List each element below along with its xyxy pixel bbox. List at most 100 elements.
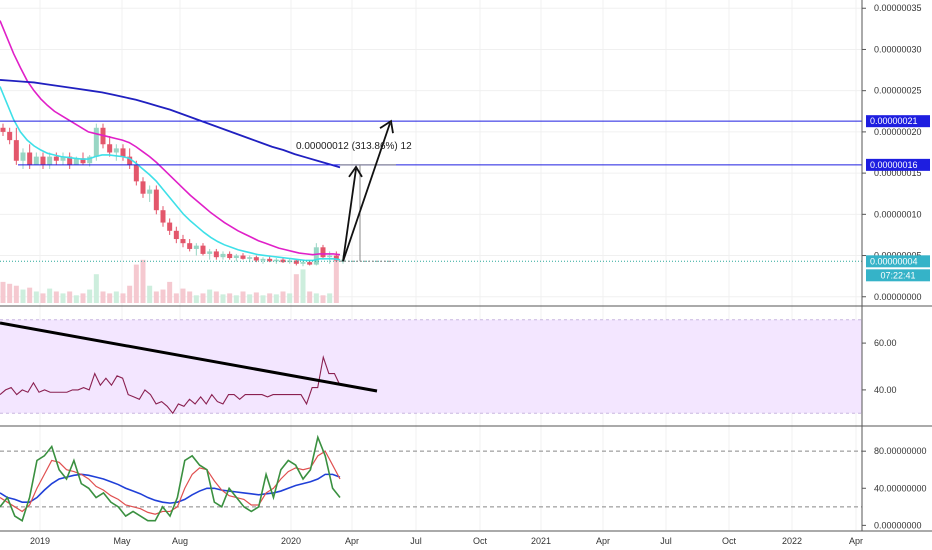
volume-bar [273, 294, 279, 303]
candle-body [173, 230, 179, 240]
candle-body [93, 127, 99, 157]
arrow-to-level [342, 168, 357, 262]
stochastic-pane[interactable] [0, 434, 862, 522]
candle-body [280, 259, 286, 263]
volume-bar [73, 295, 79, 303]
level-price-label: 0.00000021 [870, 116, 918, 126]
rsi-pane[interactable] [0, 319, 862, 415]
stoch-tick-label: 0.00000000 [874, 520, 922, 530]
volume-bar [247, 294, 253, 303]
x-tick-label: 2021 [531, 536, 551, 546]
volume-bar [33, 291, 39, 303]
candle-body [73, 158, 79, 165]
candle-body [253, 257, 259, 261]
price-tick-label: 0.00000025 [874, 86, 922, 96]
arrow-head [379, 119, 394, 134]
volume-bar [160, 289, 166, 303]
stoch-slow-line [0, 473, 341, 504]
ema-blue-line [0, 79, 341, 169]
volume-bar [140, 259, 146, 303]
volume-bar [87, 289, 93, 303]
volume-bar [173, 293, 179, 303]
level-price-tag [866, 115, 930, 128]
arrow-to-target [342, 122, 391, 262]
volume-bar [53, 291, 59, 303]
price-tick-label: 0.00000000 [874, 292, 922, 302]
volume-bar [0, 281, 6, 303]
volume-bar [287, 293, 293, 303]
volume-bar [107, 293, 113, 303]
volume-bar [180, 288, 186, 303]
candle-body [153, 189, 159, 211]
price-tick-label: 0.00000010 [874, 209, 922, 219]
x-tick-label: Oct [473, 536, 488, 546]
candle-body [287, 260, 293, 263]
ema-magenta-line [0, 20, 341, 256]
candle-body [33, 156, 39, 165]
candle-body [133, 164, 139, 182]
candle-body [147, 189, 153, 194]
candle-body [107, 144, 113, 153]
candle-body [40, 156, 46, 165]
candle-body [320, 247, 326, 258]
current-price-tag [866, 255, 930, 268]
volume-bar [93, 274, 99, 303]
volume-bar [300, 269, 306, 303]
candle-body [160, 210, 166, 223]
candle-body [333, 255, 339, 261]
volume-bar [333, 259, 339, 303]
x-tick-label: Apr [596, 536, 610, 546]
candle-body [53, 156, 59, 161]
candle-body [87, 156, 93, 164]
arrow-head [348, 165, 363, 178]
candle-body [113, 148, 119, 153]
volume-bar [47, 288, 53, 303]
rsi-tick-label: 60.00 [874, 338, 897, 348]
candle-body [20, 152, 26, 161]
volume-bar [313, 293, 319, 303]
candle-body [300, 262, 306, 264]
volume-bar [187, 291, 193, 303]
volume-bar [327, 293, 333, 303]
volume-bar [153, 291, 159, 303]
volume-bar [100, 291, 106, 303]
candle-body [140, 181, 146, 194]
volume-bar [67, 291, 73, 303]
price-tick-label: 0.00000015 [874, 168, 922, 178]
price-tick-label: 0.00000020 [874, 127, 922, 137]
price-tick-label: 0.00000035 [874, 3, 922, 13]
candle-body [0, 127, 6, 132]
volume-bar [267, 293, 273, 303]
volume-bar [260, 295, 266, 303]
x-tick-label: Jul [410, 536, 422, 546]
candle-body [120, 148, 126, 157]
countdown-label: 07:22:41 [880, 270, 915, 280]
candle-body [267, 258, 273, 262]
candle-body [13, 140, 19, 161]
volume-bar [320, 295, 326, 303]
stoch-k-line [0, 434, 341, 522]
level-price-tag [866, 158, 930, 171]
price-pane[interactable]: 0.00000012 (313.86%) 12 [0, 20, 862, 303]
rsi-band [0, 319, 862, 414]
candle-body [227, 253, 233, 259]
volume-bar [227, 293, 233, 303]
candle-body [127, 156, 133, 165]
rsi-trendline [0, 321, 378, 393]
volume-bar [200, 293, 206, 303]
volume-bar [27, 287, 33, 303]
candle-body [180, 239, 186, 244]
candle-body [193, 245, 199, 249]
volume-bar [193, 295, 199, 303]
volume-bar [307, 291, 313, 303]
volume-bar [233, 295, 239, 303]
volume-bar [120, 293, 126, 303]
volume-bar [13, 285, 19, 303]
volume-bar [60, 293, 66, 303]
candle-body [260, 258, 266, 261]
candle-body [187, 243, 193, 249]
volume-bar [40, 293, 46, 303]
candle-body [80, 158, 86, 164]
